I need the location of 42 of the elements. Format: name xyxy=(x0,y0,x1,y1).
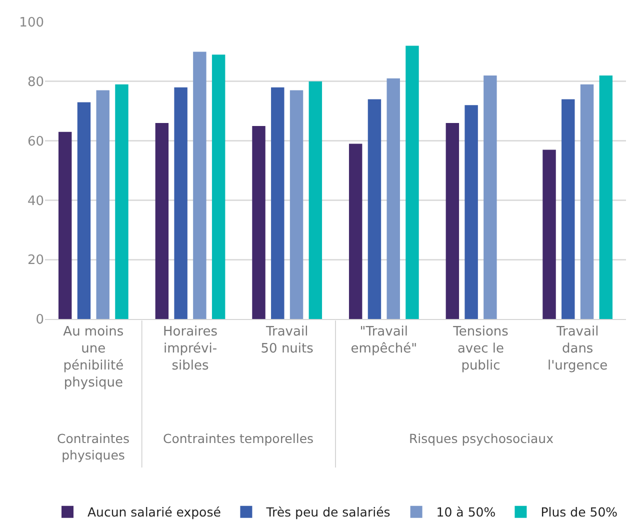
bar xyxy=(599,75,613,319)
bar xyxy=(155,122,169,319)
bar xyxy=(308,81,322,319)
bar xyxy=(348,144,362,319)
legend-label: Aucun salarié exposé xyxy=(88,504,222,520)
y-tick-label: 40 xyxy=(27,194,44,209)
bar xyxy=(252,126,266,319)
x-tick-label: Au moins une pénibilité physique xyxy=(63,324,124,390)
x-tick-label: "Travail empêché" xyxy=(350,324,418,356)
y-tick-label: 0 xyxy=(36,312,44,328)
bar xyxy=(446,122,460,319)
y-tick-label: 100 xyxy=(19,16,44,31)
x-tick-label: Travail dans l'urgence xyxy=(547,324,608,374)
bar xyxy=(58,132,72,319)
bar xyxy=(464,105,478,319)
x-tick-label: Tensions avec le public xyxy=(452,324,509,374)
bar xyxy=(77,102,91,319)
text: Contraintes physiques xyxy=(57,431,130,462)
x-tick-label: Horaires imprévi- sibles xyxy=(163,324,218,374)
bar xyxy=(542,150,556,319)
y-tick-label: 80 xyxy=(27,74,44,90)
bar xyxy=(96,90,110,319)
legend-label: Plus de 50% xyxy=(540,504,618,520)
text: Contraintes temporelles xyxy=(163,431,314,446)
bar xyxy=(406,46,419,319)
bar xyxy=(562,99,575,319)
text: Risques psychosociaux xyxy=(409,431,554,446)
bar xyxy=(484,75,497,319)
bar xyxy=(580,84,594,319)
bar xyxy=(174,87,188,319)
bar xyxy=(193,52,206,319)
bar xyxy=(368,99,382,319)
bar xyxy=(271,87,284,319)
x-tick-label: Travail 50 nuits xyxy=(260,324,314,356)
bar xyxy=(115,84,128,319)
y-tick-label: 60 xyxy=(27,134,44,150)
bar xyxy=(290,90,304,319)
bar xyxy=(386,78,400,319)
legend-label: Très peu de salariés xyxy=(265,504,390,520)
legend-label: 10 à 50% xyxy=(436,504,496,520)
y-tick-label: 20 xyxy=(27,253,44,268)
bar xyxy=(212,54,226,319)
